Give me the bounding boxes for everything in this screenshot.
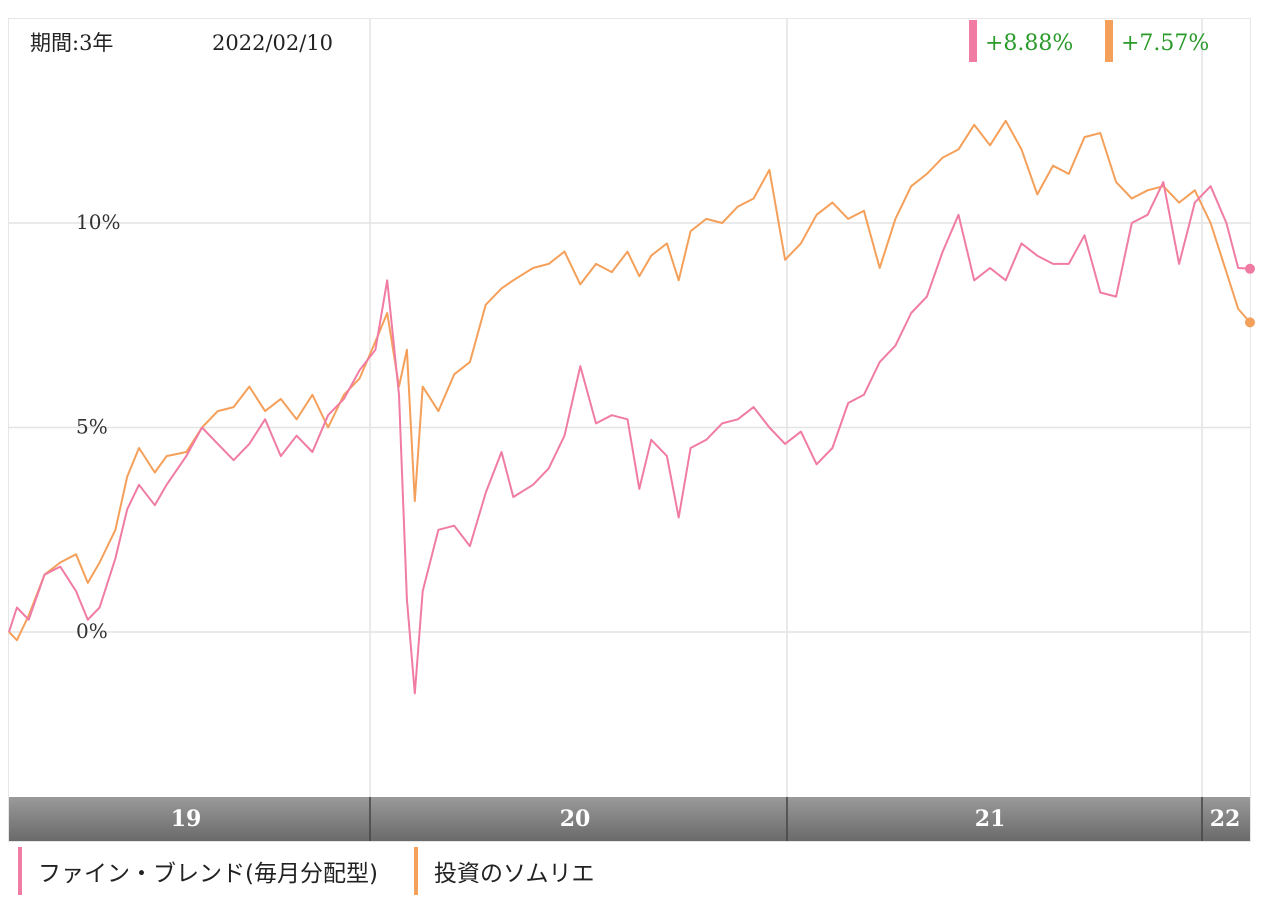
x-tick-label: 19 <box>171 806 202 832</box>
legend-item-fine-blend: ファイン・ブレンド(毎月分配型) <box>18 847 378 895</box>
legend-swatch <box>413 847 418 895</box>
y-tick-label: 10% <box>76 210 120 234</box>
chart-grid: 0% 5% 10% <box>9 19 1250 797</box>
series-layer <box>8 119 1255 695</box>
change-indicators: +8.88% +7.57% <box>969 20 1209 62</box>
legend-label: ファイン・ブレンド(毎月分配型) <box>38 861 378 887</box>
change-value: +8.88% <box>985 31 1073 56</box>
change-swatch <box>969 20 977 62</box>
y-tick-label: 0% <box>76 619 108 643</box>
x-axis-bar-bg <box>9 797 1250 841</box>
series-line <box>8 119 1251 642</box>
line-chart: 0% 5% 10% 19 20 21 22 期間:3年 2022/02/10 +8.88%… <box>8 19 1255 841</box>
x-tick-label: 22 <box>1210 806 1241 832</box>
change-swatch <box>1105 20 1113 62</box>
change-value: +7.57% <box>1121 31 1209 56</box>
x-tick-label: 21 <box>975 806 1006 832</box>
series-end-marker <box>1245 317 1255 328</box>
period-label: 期間:3年 <box>30 31 113 55</box>
legend: ファイン・ブレンド(毎月分配型) 投資のソムリエ <box>18 846 631 896</box>
legend-swatch <box>18 847 22 895</box>
series-line <box>8 181 1251 695</box>
legend-item-sommelier: 投資のソムリエ <box>413 847 595 895</box>
x-tick-label: 20 <box>560 806 591 832</box>
x-axis-bar: 19 20 21 22 <box>9 797 1250 841</box>
date-label: 2022/02/10 <box>212 31 333 55</box>
legend-label: 投資のソムリエ <box>433 861 595 887</box>
chart-frame <box>8 18 1251 842</box>
series-end-marker <box>1245 263 1255 274</box>
y-tick-label: 5% <box>76 415 108 439</box>
